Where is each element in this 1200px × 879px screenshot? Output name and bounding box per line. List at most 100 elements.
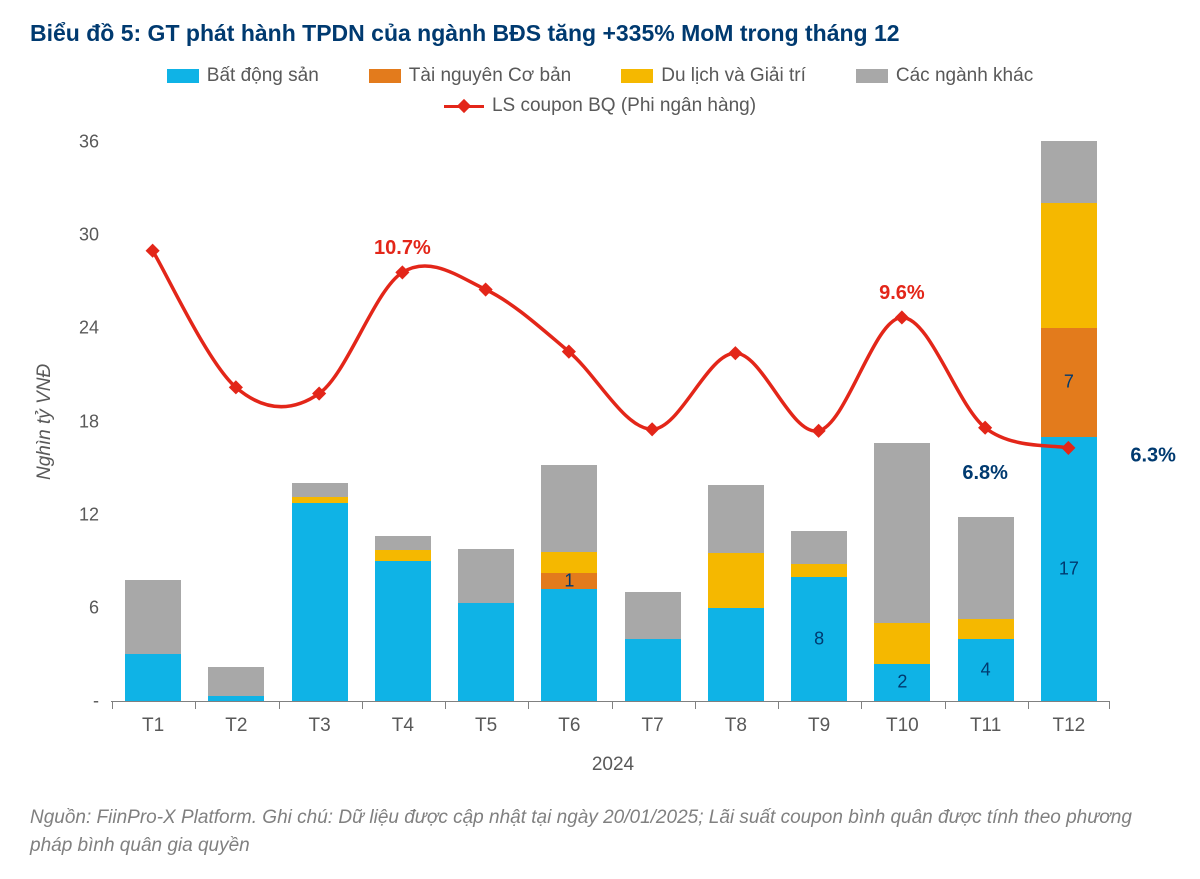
bar-stack — [208, 667, 264, 701]
plot-area: T1T2T3T4T5T61T7T8T98T102T114T12177 -6121… — [111, 142, 1110, 702]
bar-segment-s1: 17 — [1041, 437, 1097, 701]
legend-item-s2: Tài nguyên Cơ bản — [369, 65, 571, 87]
x-tick-label: T11 — [970, 701, 1001, 737]
bar-slot: T4 — [361, 142, 444, 701]
bar-segment-s4 — [791, 531, 847, 564]
bar-slot: T1 — [111, 142, 194, 701]
y-tick-label: 12 — [79, 504, 111, 525]
x-tick-label: T5 — [475, 701, 497, 737]
y-tick-label: 36 — [79, 132, 111, 153]
x-tick-label: T6 — [558, 701, 580, 737]
bar-segment-s4 — [541, 465, 597, 552]
bar-segment-s4 — [208, 667, 264, 697]
x-tick-label: T12 — [1053, 701, 1086, 737]
legend-label: LS coupon BQ (Phi ngân hàng) — [492, 95, 756, 117]
swatch-s2 — [369, 69, 401, 83]
bar-stack: 2 — [874, 443, 930, 701]
bar-segment-s1: 8 — [791, 577, 847, 701]
line-value-label: 6.8% — [962, 462, 1008, 485]
bar-stack — [625, 592, 681, 701]
bar-segment-s4 — [292, 483, 348, 497]
bar-segment-s4 — [125, 580, 181, 655]
legend-label: Bất động sản — [207, 65, 319, 87]
bar-segment-s1 — [292, 503, 348, 701]
x-tick-label: T3 — [309, 701, 331, 737]
bar-segment-s4 — [958, 517, 1014, 618]
bar-segment-s1 — [541, 589, 597, 701]
bar-value-label: 2 — [897, 672, 907, 693]
bar-stack — [708, 485, 764, 701]
bar-stack: 4 — [958, 517, 1014, 701]
bar-stack — [125, 580, 181, 701]
bar-stack: 1 — [541, 465, 597, 701]
bar-segment-s3 — [791, 564, 847, 576]
bar-segment-s1 — [375, 561, 431, 701]
bar-segment-s1 — [125, 654, 181, 701]
legend-label: Tài nguyên Cơ bản — [409, 65, 571, 87]
bar-value-label: 4 — [981, 659, 991, 680]
legend-item-s3: Du lịch và Giải trí — [621, 65, 806, 87]
bar-segment-s3 — [708, 553, 764, 607]
bar-slot: T98 — [777, 142, 860, 701]
bar-segment-s4 — [874, 443, 930, 623]
bar-slot: T8 — [694, 142, 777, 701]
bar-slot: T3 — [278, 142, 361, 701]
y-tick-label: - — [93, 691, 111, 712]
bar-segment-s3 — [874, 623, 930, 663]
bar-segment-s3 — [1041, 203, 1097, 327]
line-value-label: 10.7% — [374, 237, 431, 260]
bar-value-label: 17 — [1059, 558, 1079, 579]
bar-segment-s4 — [375, 536, 431, 550]
bar-segment-s1: 2 — [874, 664, 930, 701]
y-tick-label: 30 — [79, 225, 111, 246]
bar-value-label: 8 — [814, 628, 824, 649]
x-tick-label: T4 — [392, 701, 414, 737]
bar-stack: 8 — [791, 531, 847, 701]
bar-value-label: 7 — [1064, 372, 1074, 393]
bar-slot: T5 — [444, 142, 527, 701]
bar-segment-s3 — [958, 619, 1014, 639]
legend-item-line: LS coupon BQ (Phi ngân hàng) — [444, 95, 756, 117]
x-tick-label: T10 — [886, 701, 919, 737]
bar-segment-s4 — [458, 549, 514, 603]
source-note: Nguồn: FiinPro-X Platform. Ghi chú: Dữ l… — [30, 804, 1170, 859]
bar-slot: T12177 — [1027, 142, 1110, 701]
bar-segment-s4 — [625, 592, 681, 639]
bar-slot: T7 — [611, 142, 694, 701]
bar-slot: T61 — [527, 142, 610, 701]
x-tick-label: T1 — [142, 701, 164, 737]
bar-segment-s3 — [292, 497, 348, 503]
swatch-s3 — [621, 69, 653, 83]
bar-segment-s3 — [375, 550, 431, 561]
legend: Bất động sản Tài nguyên Cơ bản Du lịch v… — [125, 65, 1075, 117]
x-tick-label: T9 — [808, 701, 830, 737]
bar-stack — [292, 483, 348, 701]
bar-slot: T102 — [860, 142, 943, 701]
bar-segment-s1 — [458, 603, 514, 701]
x-tick-label: T7 — [642, 701, 664, 737]
x-axis-title: 2024 — [56, 754, 1170, 776]
chart-area: Nghìn tỷ VNĐ T1T2T3T4T5T61T7T8T98T102T11… — [30, 142, 1170, 776]
chart-title: Biểu đồ 5: GT phát hành TPDN của ngành B… — [30, 20, 1170, 47]
bar-value-label: 1 — [564, 571, 574, 592]
y-axis-label: Nghìn tỷ VNĐ — [30, 142, 56, 702]
legend-item-s4: Các ngành khác — [856, 65, 1033, 87]
bar-segment-s1: 4 — [958, 639, 1014, 701]
swatch-line — [444, 105, 484, 108]
y-tick-label: 6 — [89, 597, 111, 618]
line-value-label: 6.3% — [1130, 444, 1176, 467]
legend-item-s1: Bất động sản — [167, 65, 319, 87]
bar-slot: T114 — [944, 142, 1027, 701]
bars-container: T1T2T3T4T5T61T7T8T98T102T114T12177 — [111, 142, 1110, 701]
bar-segment-s2: 1 — [541, 573, 597, 589]
bar-segment-s1 — [708, 608, 764, 701]
x-tick-label: T2 — [225, 701, 247, 737]
y-tick-label: 18 — [79, 411, 111, 432]
swatch-s4 — [856, 69, 888, 83]
bar-segment-s1 — [625, 639, 681, 701]
legend-label: Các ngành khác — [896, 65, 1033, 87]
swatch-s1 — [167, 69, 199, 83]
bar-segment-s3 — [541, 552, 597, 574]
legend-label: Du lịch và Giải trí — [661, 65, 806, 87]
y-tick-label: 24 — [79, 318, 111, 339]
